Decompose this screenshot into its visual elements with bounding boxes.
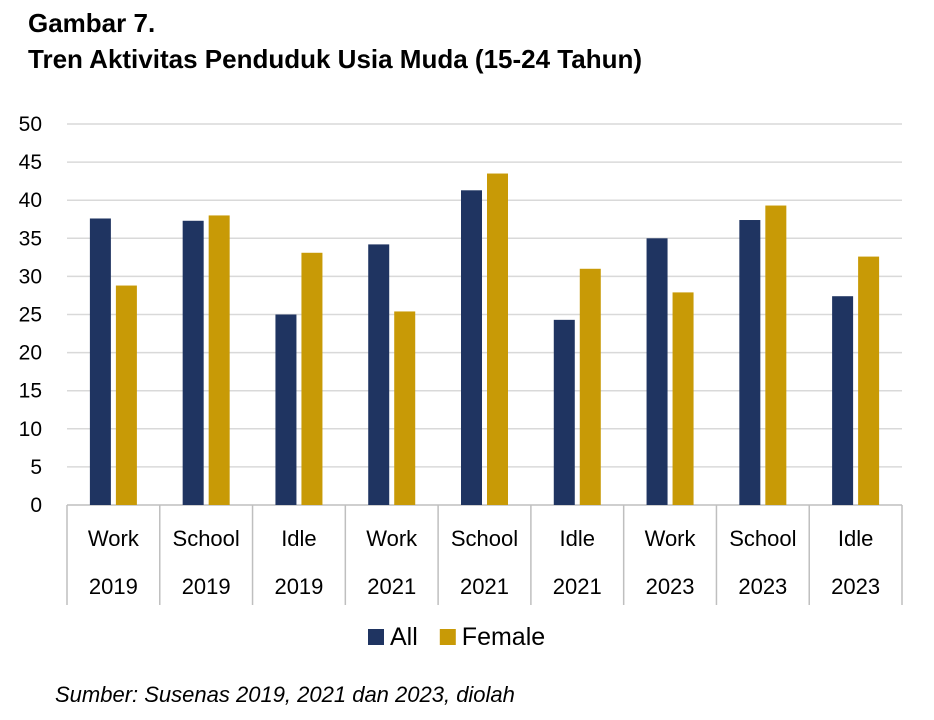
legend-label: All xyxy=(390,623,418,651)
x-tick-label-year: 2023 xyxy=(646,574,695,599)
x-tick-label-year: 2021 xyxy=(460,574,509,599)
x-tick-label-year: 2023 xyxy=(831,574,880,599)
bar-female xyxy=(394,311,416,505)
y-tick-label: 10 xyxy=(19,418,42,441)
x-tick-label: Work xyxy=(645,526,697,551)
x-tick-label: Idle xyxy=(560,526,595,551)
bar-female xyxy=(208,215,230,505)
x-tick-label: Idle xyxy=(838,526,873,551)
y-tick-label: 30 xyxy=(19,265,42,288)
y-tick-label: 50 xyxy=(19,113,42,136)
x-tick-label: School xyxy=(451,526,518,551)
y-tick-label: 45 xyxy=(19,151,42,174)
bar-all xyxy=(646,238,668,506)
bar-female xyxy=(858,256,880,505)
y-tick-label: 0 xyxy=(30,494,42,517)
x-tick-label-year: 2019 xyxy=(89,574,138,599)
bar-female xyxy=(579,268,601,505)
y-tick-label: 25 xyxy=(19,304,42,327)
bar-female xyxy=(765,205,787,505)
source-note: Sumber: Susenas 2019, 2021 dan 2023, dio… xyxy=(55,682,515,707)
bar-all xyxy=(182,220,204,506)
bar-female xyxy=(672,292,694,505)
legend-swatch xyxy=(368,629,384,645)
bar-female xyxy=(115,285,137,505)
bar-female xyxy=(301,252,323,505)
bar-female xyxy=(487,173,508,505)
x-tick-label-year: 2021 xyxy=(553,574,602,599)
x-tick-label: School xyxy=(173,526,240,551)
x-tick-label-year: 2021 xyxy=(367,574,416,599)
y-tick-label: 5 xyxy=(30,456,42,479)
figure-label: Gambar 7. xyxy=(28,8,156,38)
legend-label: Female xyxy=(462,623,545,651)
bar-all xyxy=(461,190,482,505)
y-tick-label: 20 xyxy=(19,342,42,365)
y-tick-label: 15 xyxy=(19,380,42,403)
x-tick-label: School xyxy=(729,526,796,551)
x-tick-label-year: 2019 xyxy=(182,574,231,599)
x-tick-label: Work xyxy=(366,526,418,551)
x-tick-label: Idle xyxy=(281,526,316,551)
bar-chart: 0 5 10 15 20 25 30 35 40 45 50 Work 2019 School 2019 Id… xyxy=(19,113,903,651)
y-tick-label: 35 xyxy=(19,227,42,250)
bar-all xyxy=(368,244,390,505)
bar-all xyxy=(275,314,297,505)
x-tick-label-year: 2019 xyxy=(274,574,323,599)
bar-all xyxy=(832,296,854,505)
bar-all xyxy=(89,218,111,505)
legend-swatch xyxy=(439,629,456,645)
chart-title: Tren Aktivitas Penduduk Usia Muda (15-24… xyxy=(28,44,643,74)
bar-all xyxy=(553,319,575,505)
bar-all xyxy=(739,220,761,505)
y-tick-label: 40 xyxy=(19,189,42,212)
x-tick-label-year: 2023 xyxy=(738,574,787,599)
x-tick-label: Work xyxy=(88,526,140,551)
